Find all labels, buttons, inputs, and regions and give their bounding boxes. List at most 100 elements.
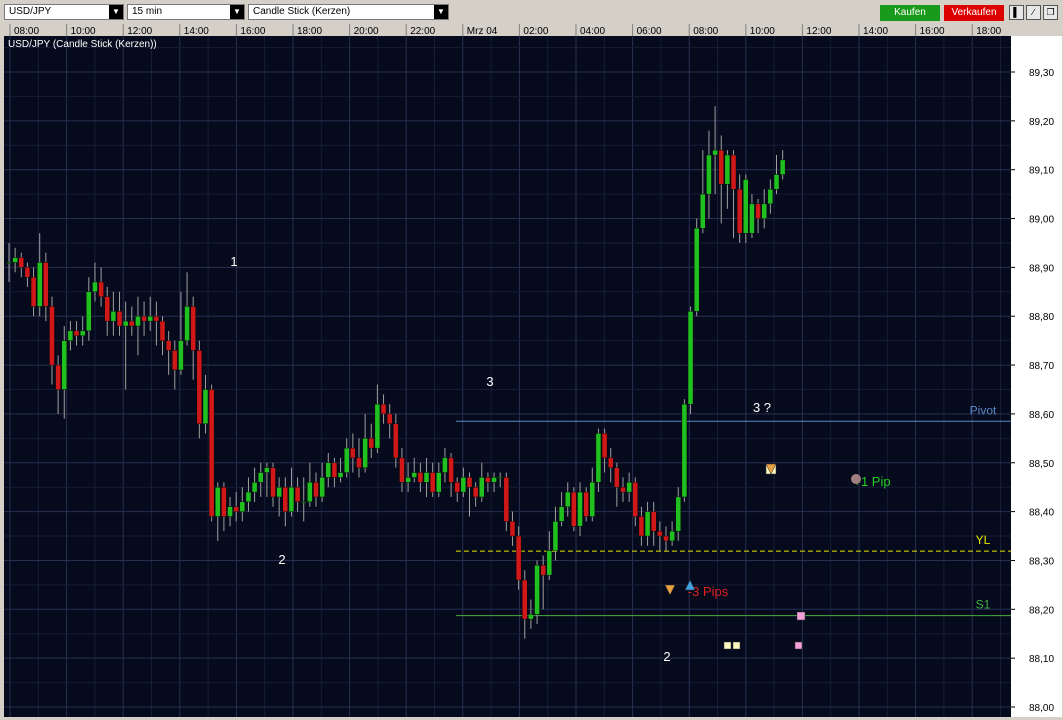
candle-body[interactable] (73, 330, 80, 336)
candle-body[interactable] (491, 477, 497, 483)
candle-body[interactable] (472, 486, 479, 498)
candle-body[interactable] (712, 149, 718, 156)
candle-body[interactable] (61, 340, 67, 390)
candle-body[interactable] (264, 467, 270, 473)
candle-body[interactable] (276, 486, 282, 498)
candle-body[interactable] (307, 482, 313, 503)
chevron-down-icon[interactable]: ▼ (434, 5, 448, 19)
candle-body[interactable] (43, 262, 49, 307)
candle-body[interactable] (724, 154, 731, 185)
candle-body[interactable] (79, 330, 86, 336)
candle-body[interactable] (675, 496, 681, 532)
candle-body[interactable] (386, 413, 393, 424)
candle-body[interactable] (184, 306, 190, 341)
buy-button[interactable]: Kaufen (880, 5, 940, 21)
candle-body[interactable] (436, 472, 442, 493)
candle-body[interactable] (55, 364, 61, 390)
candle-body[interactable] (86, 291, 92, 332)
candle-body[interactable] (98, 281, 104, 297)
candle-body[interactable] (67, 330, 74, 341)
candle-body[interactable] (749, 203, 755, 234)
candle-body[interactable] (540, 565, 546, 576)
candle-body[interactable] (337, 472, 344, 478)
candle-body[interactable] (509, 521, 516, 537)
candle-body[interactable] (614, 467, 620, 488)
candle-body[interactable] (669, 530, 675, 542)
candle-body[interactable] (116, 311, 123, 327)
candle-body[interactable] (743, 179, 749, 234)
candle-body[interactable] (147, 316, 153, 322)
candle-body[interactable] (245, 491, 252, 503)
candle-body[interactable] (693, 228, 700, 312)
candle-body[interactable] (239, 501, 246, 512)
draw-line-icon[interactable]: ∕ (1026, 5, 1041, 20)
candle-body[interactable] (454, 482, 460, 493)
candle-body[interactable] (515, 535, 522, 581)
candle-body[interactable] (755, 203, 761, 219)
candle-body[interactable] (429, 472, 436, 493)
candle-body[interactable] (110, 311, 117, 322)
candle-body[interactable] (761, 203, 767, 219)
candle-body[interactable] (393, 423, 399, 459)
candle-body[interactable] (620, 486, 626, 493)
candle-body[interactable] (534, 565, 540, 615)
candle-body[interactable] (466, 477, 473, 488)
candle-body[interactable] (417, 472, 424, 483)
bar-chart-icon[interactable]: ▌ (1009, 5, 1024, 20)
candle-body[interactable] (37, 262, 43, 307)
candle-body[interactable] (294, 486, 301, 503)
candle-body[interactable] (608, 457, 614, 468)
candle-body[interactable] (270, 467, 276, 498)
candle-body[interactable] (227, 506, 233, 517)
candle-body[interactable] (258, 472, 264, 483)
candle-body[interactable] (6, 262, 12, 264)
candle-body[interactable] (546, 550, 553, 576)
candle-body[interactable] (589, 482, 595, 517)
candle-body[interactable] (663, 535, 669, 542)
candle-body[interactable] (24, 267, 31, 278)
candle-body[interactable] (49, 306, 55, 366)
candle-body[interactable] (528, 613, 534, 620)
candle-body[interactable] (423, 472, 430, 483)
candle-body[interactable] (571, 491, 577, 527)
candle-body[interactable] (565, 491, 571, 507)
candle-body[interactable] (221, 486, 227, 517)
candle-body[interactable] (325, 462, 331, 478)
chevron-down-icon[interactable]: ▼ (109, 5, 123, 19)
candle-body[interactable] (141, 316, 147, 322)
candle-body[interactable] (172, 350, 178, 371)
candle-body[interactable] (153, 316, 160, 322)
candle-body[interactable] (104, 296, 110, 322)
candle-body[interactable] (767, 189, 774, 205)
candle-body[interactable] (706, 154, 712, 195)
candle-body[interactable] (165, 340, 172, 351)
sell-button[interactable]: Verkaufen (944, 5, 1004, 21)
candle-body[interactable] (448, 457, 454, 483)
candle-body[interactable] (251, 482, 258, 493)
candle-body[interactable] (522, 579, 528, 620)
chart-style-select[interactable]: Candle Stick (Kerzen) ▼ (248, 4, 449, 20)
candle-body[interactable] (411, 472, 417, 478)
candle-body[interactable] (736, 189, 743, 234)
candle-body[interactable] (503, 477, 510, 522)
candle-body[interactable] (558, 506, 565, 522)
candle-body[interactable] (644, 511, 651, 537)
candle-body[interactable] (442, 457, 448, 473)
candle-body[interactable] (552, 521, 559, 551)
candle-body[interactable] (362, 438, 368, 468)
candle-body[interactable] (632, 482, 638, 517)
candle-body[interactable] (301, 501, 307, 504)
candle-body[interactable] (601, 433, 608, 459)
candle-body[interactable] (638, 516, 645, 537)
candle-body[interactable] (350, 447, 356, 459)
candle-body[interactable] (657, 530, 663, 537)
candle-body[interactable] (700, 193, 706, 229)
candle-body[interactable] (460, 477, 467, 493)
candle-body[interactable] (344, 447, 350, 473)
candle-body[interactable] (288, 486, 295, 512)
candle-body[interactable] (196, 350, 203, 424)
candle-body[interactable] (92, 281, 98, 293)
symbol-select[interactable]: USD/JPY ▼ (4, 4, 124, 20)
candle-body[interactable] (313, 482, 319, 498)
candle-body[interactable] (18, 257, 24, 268)
